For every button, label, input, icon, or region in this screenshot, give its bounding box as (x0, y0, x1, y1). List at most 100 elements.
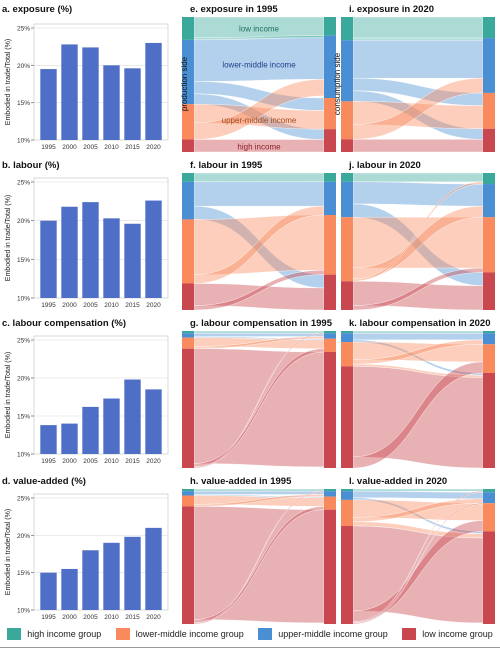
flow-high-to-high (193, 330, 325, 334)
flow-high-to-high (352, 16, 484, 39)
y-axis-label: Embodied in trade/Total (%) (5, 39, 12, 125)
y-axis-label: Embodied in trade/Total (%) (5, 352, 12, 438)
node-left-high (341, 489, 353, 492)
y-tick-label: 10% (17, 138, 30, 145)
bar-2020 (145, 527, 162, 610)
node-left-lower_middle (341, 342, 353, 367)
x-tick-label: 2000 (62, 458, 77, 465)
legend-item-low: low income group (402, 628, 493, 640)
node-right-low (483, 531, 495, 624)
node-right-high (324, 173, 336, 182)
node-right-lower_middle (324, 214, 336, 275)
bar-2010 (103, 218, 120, 298)
node-left-upper_middle (182, 39, 194, 105)
inline-label-low: high income (237, 142, 281, 151)
legend-item-upper_middle: upper-middle income group (258, 628, 388, 640)
bar-2005 (82, 406, 99, 454)
y-tick-label: 25% (17, 26, 30, 33)
x-tick-label: 2020 (146, 614, 161, 621)
x-tick-label: 2010 (104, 458, 119, 465)
x-tick-label: 2010 (104, 144, 119, 151)
bar-2000 (61, 44, 78, 140)
x-tick-label: 1995 (41, 144, 56, 151)
flow-high-to-high (352, 488, 484, 492)
x-tick-label: 2020 (146, 458, 161, 465)
node-right-low (483, 128, 495, 152)
node-left-high (341, 173, 353, 182)
y-tick-label: 10% (17, 608, 30, 615)
x-tick-label: 2015 (125, 302, 140, 309)
sankey-f: f. labour in 1995 (182, 160, 336, 311)
node-left-lower_middle (182, 495, 194, 507)
y-tick-label: 15% (17, 414, 30, 421)
sankey-h: h. value-added in 1995 (182, 476, 336, 625)
inline-label-upper_middle: lower-middle income (222, 60, 296, 69)
node-right-lower_middle (324, 496, 336, 510)
node-left-high (182, 331, 194, 334)
chart-title: j. labour in 2020 (348, 160, 421, 171)
consumption-side-label: consumption side (333, 52, 342, 115)
x-tick-label: 2000 (62, 144, 77, 151)
bar-chart-c: c. labour compensation (%) Embodied in tr… (2, 318, 169, 465)
bar-2010 (103, 65, 120, 140)
bar-2000 (61, 423, 78, 454)
node-right-high (324, 331, 336, 334)
node-left-high (341, 17, 353, 41)
bar-2015 (124, 379, 141, 454)
sankey-g: g. labour compensation in 1995 (182, 318, 336, 469)
bar-2015 (124, 223, 141, 298)
node-left-lower_middle (182, 337, 194, 349)
node-right-low (324, 351, 336, 468)
node-right-low (483, 372, 495, 468)
y-axis-label: Embodied in trade/Total (%) (5, 195, 12, 281)
flow-high-to-upper_middle (352, 37, 484, 41)
chart-title: k. labour compensation in 2020 (349, 318, 490, 329)
chart-title: i. exposure in 2020 (349, 4, 434, 15)
node-right-low (324, 509, 336, 624)
y-tick-label: 10% (17, 296, 30, 303)
sankey-l: l. value-added in 2020 (341, 476, 495, 625)
node-left-upper_middle (341, 181, 353, 218)
node-left-high (182, 173, 194, 182)
x-tick-label: 1995 (41, 614, 56, 621)
bar-2005 (82, 202, 99, 298)
bar-2005 (82, 550, 99, 610)
y-axis-label: Embodied in trade/Total (%) (5, 509, 12, 595)
y-tick-label: 25% (17, 338, 30, 345)
chart-title: h. value-added in 1995 (190, 476, 292, 487)
legend-swatch (115, 628, 130, 640)
node-right-high (483, 17, 495, 39)
node-right-upper_middle (324, 333, 336, 339)
y-tick-label: 20% (17, 218, 30, 225)
flow-upper_middle-to-upper_middle (352, 40, 484, 79)
bar-1995 (40, 425, 57, 454)
chart-title: a. exposure (%) (2, 4, 72, 15)
node-left-high (182, 17, 194, 40)
node-right-upper_middle (483, 184, 495, 218)
x-tick-label: 2000 (62, 614, 77, 621)
node-left-low (341, 281, 353, 310)
x-tick-label: 2020 (146, 302, 161, 309)
x-tick-label: 2015 (125, 458, 140, 465)
inline-label-lower_middle: upper-middle income (222, 116, 297, 125)
node-left-low (182, 283, 194, 310)
legend-swatch (258, 628, 273, 640)
node-left-lower_middle (182, 219, 194, 284)
inline-label-high: low income (239, 24, 280, 33)
x-tick-label: 2005 (83, 302, 98, 309)
node-left-upper_middle (341, 491, 353, 500)
chart-title: e. exposure in 1995 (190, 4, 278, 15)
node-left-low (182, 506, 194, 624)
bar-1995 (40, 220, 57, 298)
flow-upper_middle-to-upper_middle (193, 181, 325, 207)
node-right-upper_middle (483, 38, 495, 93)
bar-2020 (145, 389, 162, 454)
y-tick-label: 15% (17, 570, 30, 577)
bar-2020 (145, 200, 162, 298)
x-tick-label: 2005 (83, 614, 98, 621)
node-right-high (483, 173, 495, 185)
y-tick-label: 20% (17, 533, 30, 540)
node-right-upper_middle (324, 491, 336, 497)
flow-upper_middle-to-upper_middle (352, 490, 484, 499)
